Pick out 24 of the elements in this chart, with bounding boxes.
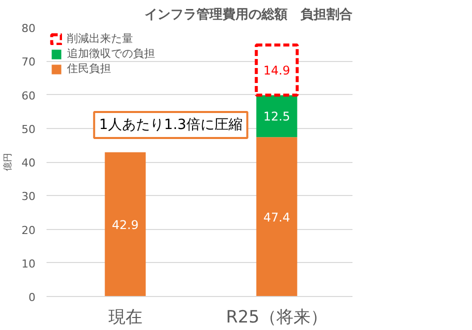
y-tick-label: 50: [22, 122, 36, 136]
chart-title: インフラ管理費用の総額 負担割合: [144, 6, 352, 22]
data-label: 14.9: [263, 64, 290, 78]
legend-label: 住民負担: [67, 61, 111, 76]
data-label: 42.9: [112, 218, 139, 232]
legend-label: 削減出来た量: [67, 31, 133, 46]
y-tick-label: 0: [28, 291, 36, 304]
bar: [256, 95, 298, 138]
annotation: 1人あたり1.3倍に圧縮: [99, 117, 242, 134]
y-axis-title: 億円: [2, 153, 14, 171]
x-tick-label: R25（将来）: [226, 308, 328, 328]
y-tick-label: 80: [22, 22, 36, 35]
x-tick-label: 現在: [108, 308, 142, 328]
y-tick-label: 40: [22, 156, 36, 170]
data-label: 47.4: [263, 210, 290, 224]
bar: [256, 137, 298, 296]
y-tick-label: 30: [22, 190, 36, 204]
y-tick-label: 60: [22, 89, 36, 102]
data-label: 12.5: [263, 110, 290, 124]
y-tick-label: 10: [22, 257, 36, 270]
legend-label: 追加徴収での負担: [67, 46, 155, 61]
bar: [104, 152, 146, 296]
y-tick-label: 70: [22, 56, 36, 69]
y-tick-label: 20: [22, 224, 36, 237]
